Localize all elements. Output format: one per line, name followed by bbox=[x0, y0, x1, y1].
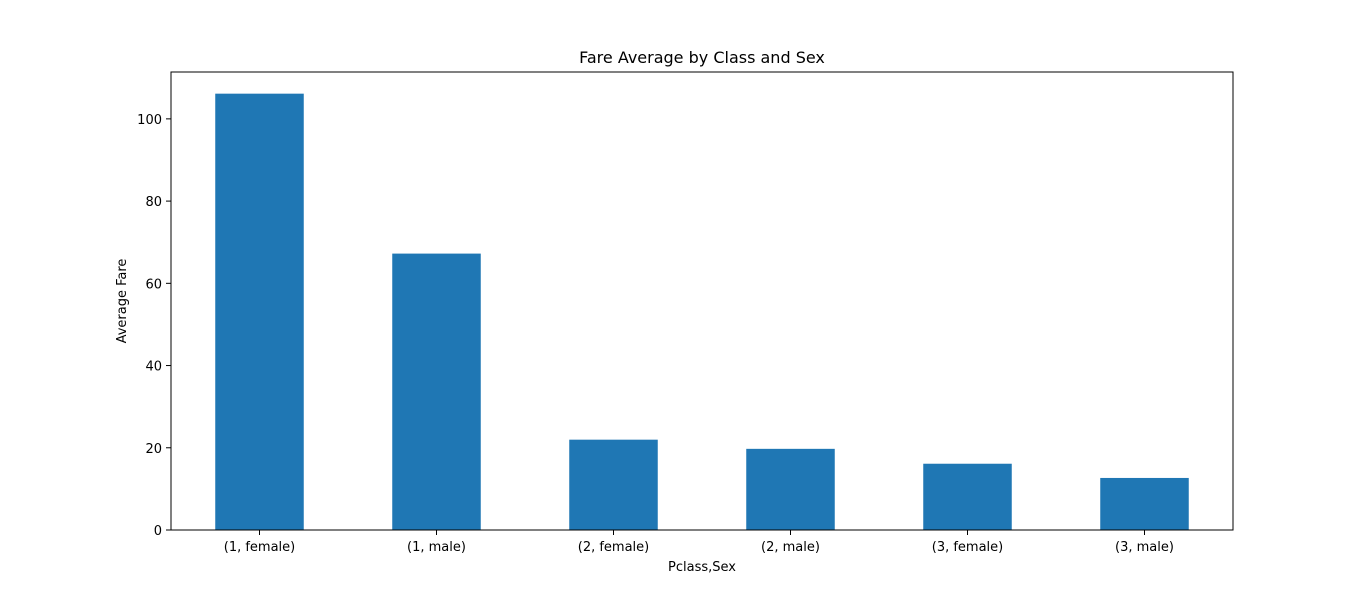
x-tick-label-4: (2, male) bbox=[761, 540, 820, 555]
x-tick-label-2: (1, male) bbox=[407, 540, 466, 555]
y-tick-label-6: 100 bbox=[137, 113, 162, 128]
y-tick-label-3: 40 bbox=[145, 360, 162, 375]
x-tick-label-1: (1, female) bbox=[224, 540, 296, 555]
y-tick-label-4: 60 bbox=[145, 277, 162, 292]
bar-1 bbox=[215, 93, 304, 531]
y-tick-label-1: 0 bbox=[154, 524, 162, 539]
y-axis: 0 20 40 60 80 100 bbox=[137, 113, 171, 539]
y-axis-label: Average Fare bbox=[115, 259, 130, 344]
bar-3 bbox=[569, 439, 658, 530]
x-axis-label: Pclass,Sex bbox=[668, 560, 736, 575]
x-tick-label-6: (3, male) bbox=[1115, 540, 1174, 555]
bar-4 bbox=[746, 448, 835, 530]
bar-2 bbox=[392, 253, 481, 530]
x-tick-label-5: (3, female) bbox=[932, 540, 1004, 555]
bar-6 bbox=[1100, 477, 1189, 530]
plot-frame bbox=[170, 71, 1234, 531]
x-tick-label-3: (2, female) bbox=[578, 540, 650, 555]
chart-title: Fare Average by Class and Sex bbox=[579, 48, 825, 67]
bar-5 bbox=[923, 463, 1012, 530]
y-tick-label-5: 80 bbox=[145, 195, 162, 210]
x-axis: (1, female) (1, male) (2, female) (2, male)… bbox=[224, 530, 1174, 555]
y-tick-label-2: 20 bbox=[145, 442, 162, 457]
bars-group bbox=[215, 93, 1189, 531]
